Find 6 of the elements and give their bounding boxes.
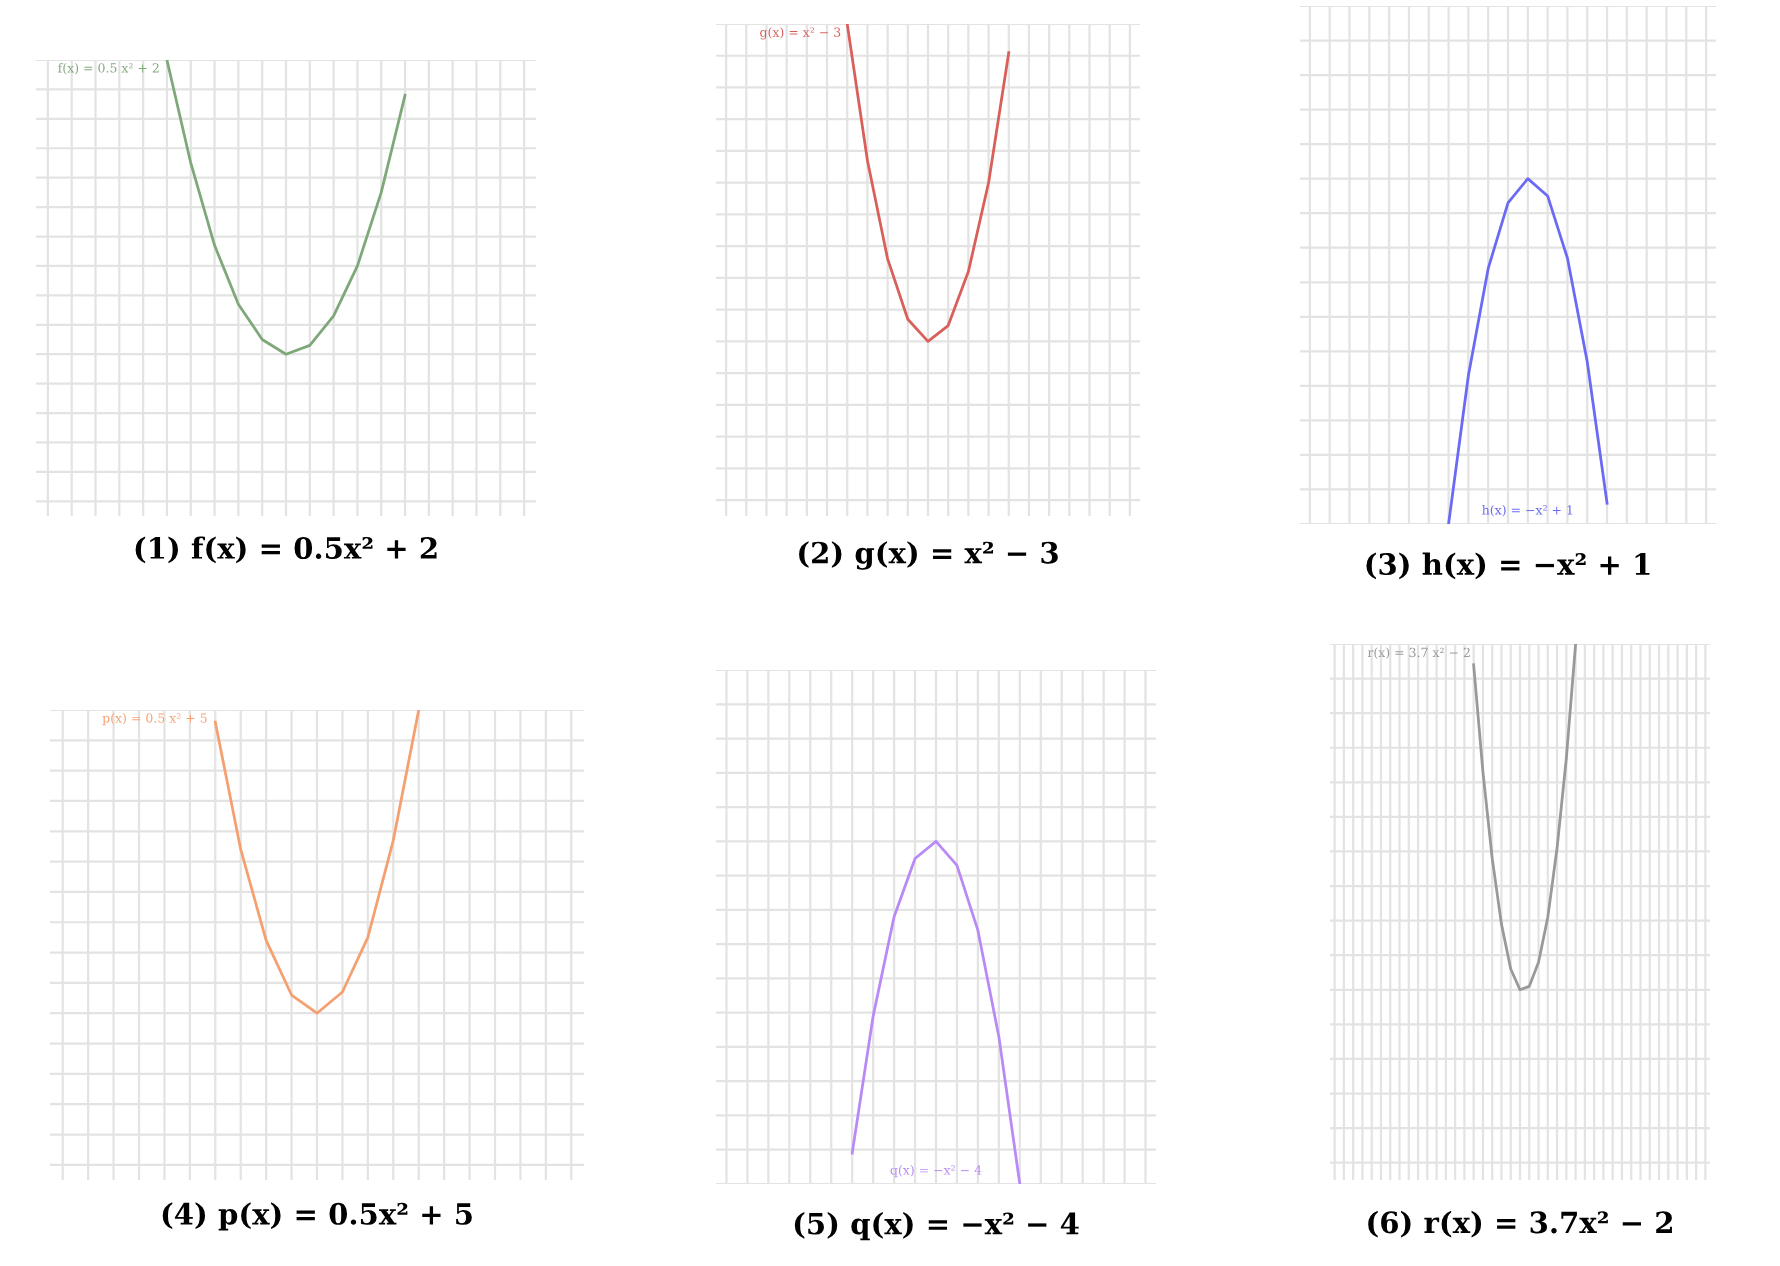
text: (2) g(x) = x² − 3: [799, 541, 1058, 570]
text: (5) q(x) = −x² − 4: [794, 1211, 1079, 1241]
text: (1) f(x) = 0.5x² + 2: [135, 536, 437, 564]
text: (3) h(x) = −x² + 1: [1366, 552, 1650, 580]
text: (6) r(x) = 3.7x² − 2: [1368, 1210, 1672, 1238]
text: (4) p(x) = 0.5x² + 5: [162, 1202, 472, 1231]
